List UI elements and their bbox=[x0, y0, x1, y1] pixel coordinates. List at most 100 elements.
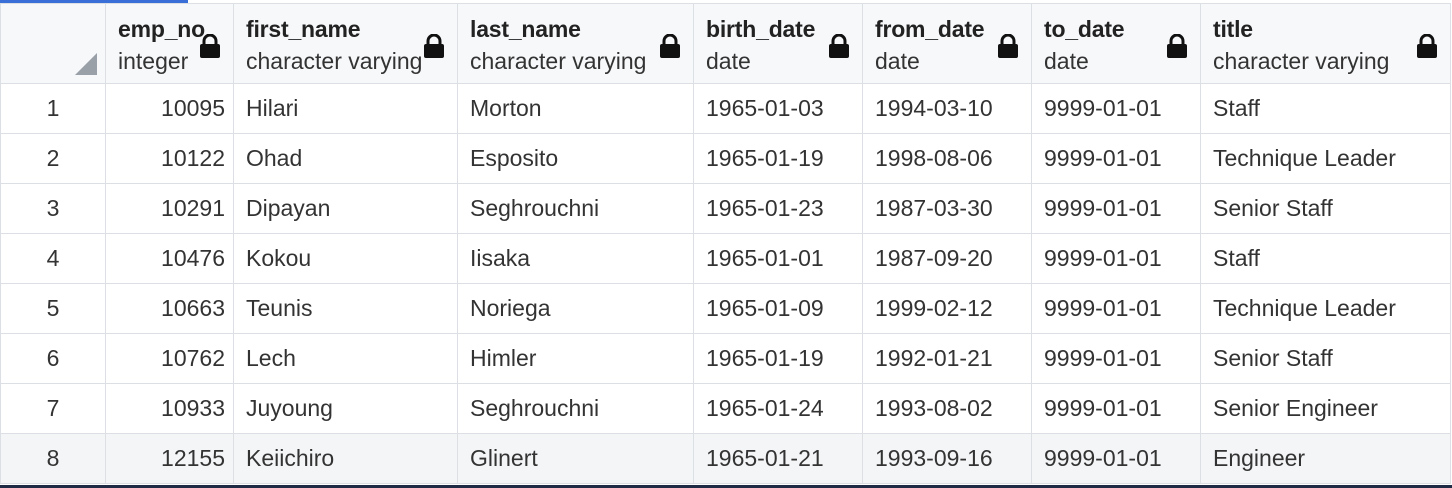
cell-first-name[interactable]: Kokou bbox=[233, 233, 458, 284]
select-all-corner[interactable] bbox=[0, 3, 106, 84]
cell-from-date[interactable]: 1987-03-30 bbox=[862, 183, 1032, 234]
cell-to-date[interactable]: 9999-01-01 bbox=[1031, 233, 1201, 284]
lock-icon bbox=[1416, 34, 1438, 58]
cell-last-name[interactable]: Seghrouchni bbox=[457, 183, 694, 234]
table-row[interactable]: 5 10663 Teunis Noriega 1965-01-09 1999-0… bbox=[0, 283, 1451, 334]
cell-title[interactable]: Engineer bbox=[1200, 433, 1451, 484]
cell-birth-date[interactable]: 1965-01-09 bbox=[693, 283, 863, 334]
cell-first-name[interactable]: Keiichiro bbox=[233, 433, 458, 484]
cell-from-date[interactable]: 1992-01-21 bbox=[862, 333, 1032, 384]
cell-last-name[interactable]: Morton bbox=[457, 83, 694, 134]
lock-icon bbox=[199, 34, 221, 58]
column-type: integer bbox=[118, 48, 189, 74]
cell-title[interactable]: Technique Leader bbox=[1200, 283, 1451, 334]
cell-emp-no[interactable]: 12155 bbox=[105, 433, 234, 484]
column-header-emp-no[interactable]: emp_no integer bbox=[105, 3, 234, 84]
row-number[interactable]: 6 bbox=[0, 333, 106, 384]
cell-last-name[interactable]: Seghrouchni bbox=[457, 383, 694, 434]
cell-to-date[interactable]: 9999-01-01 bbox=[1031, 433, 1201, 484]
row-number[interactable]: 5 bbox=[0, 283, 106, 334]
table-row[interactable]: 2 10122 Ohad Esposito 1965-01-19 1998-08… bbox=[0, 133, 1451, 184]
cell-last-name[interactable]: Himler bbox=[457, 333, 694, 384]
cell-first-name[interactable]: Ohad bbox=[233, 133, 458, 184]
column-type: date bbox=[875, 48, 920, 74]
column-header-first-name[interactable]: first_name character varying bbox=[233, 3, 458, 84]
cell-to-date[interactable]: 9999-01-01 bbox=[1031, 183, 1201, 234]
cell-from-date[interactable]: 1993-08-02 bbox=[862, 383, 1032, 434]
cell-emp-no[interactable]: 10095 bbox=[105, 83, 234, 134]
table-row[interactable]: 1 10095 Hilari Morton 1965-01-03 1994-03… bbox=[0, 83, 1451, 134]
cell-birth-date[interactable]: 1965-01-23 bbox=[693, 183, 863, 234]
cell-to-date[interactable]: 9999-01-01 bbox=[1031, 333, 1201, 384]
table-row[interactable]: 8 12155 Keiichiro Glinert 1965-01-21 199… bbox=[0, 433, 1451, 484]
column-name: first_name bbox=[246, 16, 361, 42]
column-header-last-name[interactable]: last_name character varying bbox=[457, 3, 694, 84]
cell-last-name[interactable]: Iisaka bbox=[457, 233, 694, 284]
cell-title[interactable]: Staff bbox=[1200, 233, 1451, 284]
row-number[interactable]: 8 bbox=[0, 433, 106, 484]
cell-from-date[interactable]: 1998-08-06 bbox=[862, 133, 1032, 184]
cell-emp-no[interactable]: 10122 bbox=[105, 133, 234, 184]
cell-birth-date[interactable]: 1965-01-24 bbox=[693, 383, 863, 434]
select-all-corner-icon bbox=[75, 53, 97, 75]
cell-to-date[interactable]: 9999-01-01 bbox=[1031, 133, 1201, 184]
row-number[interactable]: 1 bbox=[0, 83, 106, 134]
cell-from-date[interactable]: 1994-03-10 bbox=[862, 83, 1032, 134]
row-number[interactable]: 3 bbox=[0, 183, 106, 234]
cell-title[interactable]: Staff bbox=[1200, 83, 1451, 134]
cell-first-name[interactable]: Dipayan bbox=[233, 183, 458, 234]
column-name: emp_no bbox=[118, 16, 205, 42]
column-type: date bbox=[706, 48, 751, 74]
cell-title[interactable]: Senior Staff bbox=[1200, 333, 1451, 384]
data-output-table: emp_no integer first_name character vary… bbox=[0, 3, 1451, 484]
column-name: title bbox=[1213, 16, 1253, 42]
cell-last-name[interactable]: Glinert bbox=[457, 433, 694, 484]
table-row[interactable]: 4 10476 Kokou Iisaka 1965-01-01 1987-09-… bbox=[0, 233, 1451, 284]
cell-emp-no[interactable]: 10762 bbox=[105, 333, 234, 384]
cell-birth-date[interactable]: 1965-01-21 bbox=[693, 433, 863, 484]
cell-first-name[interactable]: Juyoung bbox=[233, 383, 458, 434]
lock-icon bbox=[997, 34, 1019, 58]
lock-icon bbox=[659, 34, 681, 58]
cell-to-date[interactable]: 9999-01-01 bbox=[1031, 83, 1201, 134]
column-header-to-date[interactable]: to_date date bbox=[1031, 3, 1201, 84]
column-name: from_date bbox=[875, 16, 985, 42]
active-tab-indicator bbox=[0, 0, 188, 3]
row-number[interactable]: 7 bbox=[0, 383, 106, 434]
row-number[interactable]: 4 bbox=[0, 233, 106, 284]
table-row[interactable]: 7 10933 Juyoung Seghrouchni 1965-01-24 1… bbox=[0, 383, 1451, 434]
cell-last-name[interactable]: Noriega bbox=[457, 283, 694, 334]
cell-emp-no[interactable]: 10933 bbox=[105, 383, 234, 434]
cell-last-name[interactable]: Esposito bbox=[457, 133, 694, 184]
column-header-from-date[interactable]: from_date date bbox=[862, 3, 1032, 84]
column-header-title[interactable]: title character varying bbox=[1200, 3, 1451, 84]
table-row[interactable]: 3 10291 Dipayan Seghrouchni 1965-01-23 1… bbox=[0, 183, 1451, 234]
table-row[interactable]: 6 10762 Lech Himler 1965-01-19 1992-01-2… bbox=[0, 333, 1451, 384]
cell-from-date[interactable]: 1993-09-16 bbox=[862, 433, 1032, 484]
cell-emp-no[interactable]: 10476 bbox=[105, 233, 234, 284]
cell-to-date[interactable]: 9999-01-01 bbox=[1031, 383, 1201, 434]
lock-icon bbox=[828, 34, 850, 58]
cell-first-name[interactable]: Teunis bbox=[233, 283, 458, 334]
cell-emp-no[interactable]: 10663 bbox=[105, 283, 234, 334]
cell-emp-no[interactable]: 10291 bbox=[105, 183, 234, 234]
cell-birth-date[interactable]: 1965-01-01 bbox=[693, 233, 863, 284]
cell-to-date[interactable]: 9999-01-01 bbox=[1031, 283, 1201, 334]
lock-icon bbox=[423, 34, 445, 58]
column-header-birth-date[interactable]: birth_date date bbox=[693, 3, 863, 84]
column-type: character varying bbox=[246, 48, 423, 74]
cell-title[interactable]: Technique Leader bbox=[1200, 133, 1451, 184]
cell-birth-date[interactable]: 1965-01-19 bbox=[693, 333, 863, 384]
row-number[interactable]: 2 bbox=[0, 133, 106, 184]
cell-from-date[interactable]: 1999-02-12 bbox=[862, 283, 1032, 334]
column-header-row: emp_no integer first_name character vary… bbox=[0, 3, 1451, 84]
cell-birth-date[interactable]: 1965-01-19 bbox=[693, 133, 863, 184]
cell-first-name[interactable]: Hilari bbox=[233, 83, 458, 134]
cell-first-name[interactable]: Lech bbox=[233, 333, 458, 384]
cell-title[interactable]: Senior Engineer bbox=[1200, 383, 1451, 434]
cell-birth-date[interactable]: 1965-01-03 bbox=[693, 83, 863, 134]
column-name: to_date bbox=[1044, 16, 1125, 42]
cell-from-date[interactable]: 1987-09-20 bbox=[862, 233, 1032, 284]
cell-title[interactable]: Senior Staff bbox=[1200, 183, 1451, 234]
